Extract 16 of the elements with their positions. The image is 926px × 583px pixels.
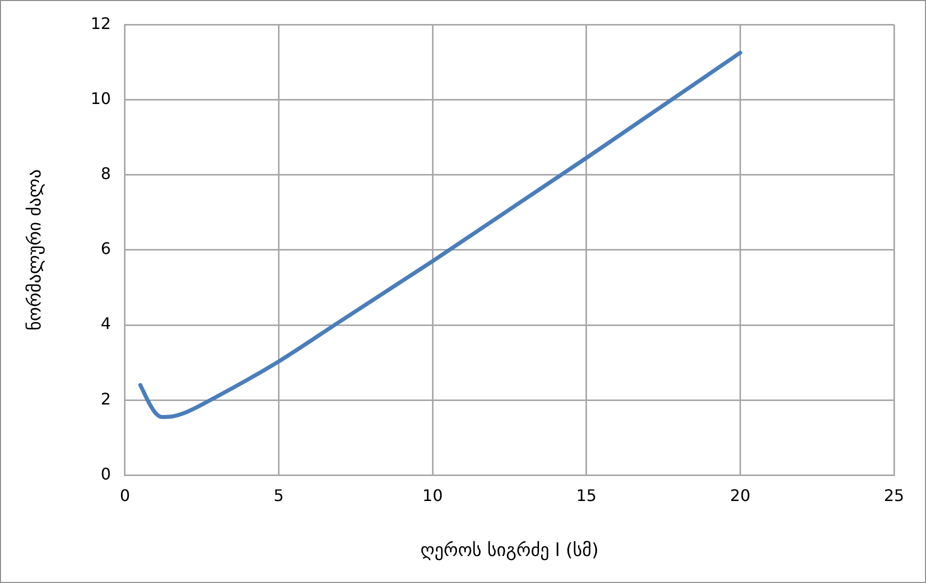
x-tick-label: 5 bbox=[274, 486, 284, 505]
y-tick-label: 4 bbox=[100, 314, 111, 334]
x-tick-label: 15 bbox=[576, 486, 597, 505]
x-tick-label: 10 bbox=[422, 486, 443, 505]
y-tick-label: 8 bbox=[100, 164, 111, 183]
x-tick-label: 0 bbox=[120, 486, 130, 505]
y-tick-label: 12 bbox=[90, 14, 111, 33]
x-tick-label: 25 bbox=[884, 486, 904, 505]
y-tick-label: 6 bbox=[100, 239, 111, 258]
line-series bbox=[138, 50, 742, 419]
x-tick-label: 20 bbox=[730, 486, 750, 505]
y-tick-label: 10 bbox=[90, 88, 111, 108]
x-axis-title: ღეროს სიგრძე l (სმ) bbox=[420, 540, 599, 561]
y-tick-label: 2 bbox=[100, 389, 111, 408]
y-axis-title: ნორმალური ძალა bbox=[24, 169, 46, 330]
y-tick-label: 0 bbox=[100, 464, 111, 484]
